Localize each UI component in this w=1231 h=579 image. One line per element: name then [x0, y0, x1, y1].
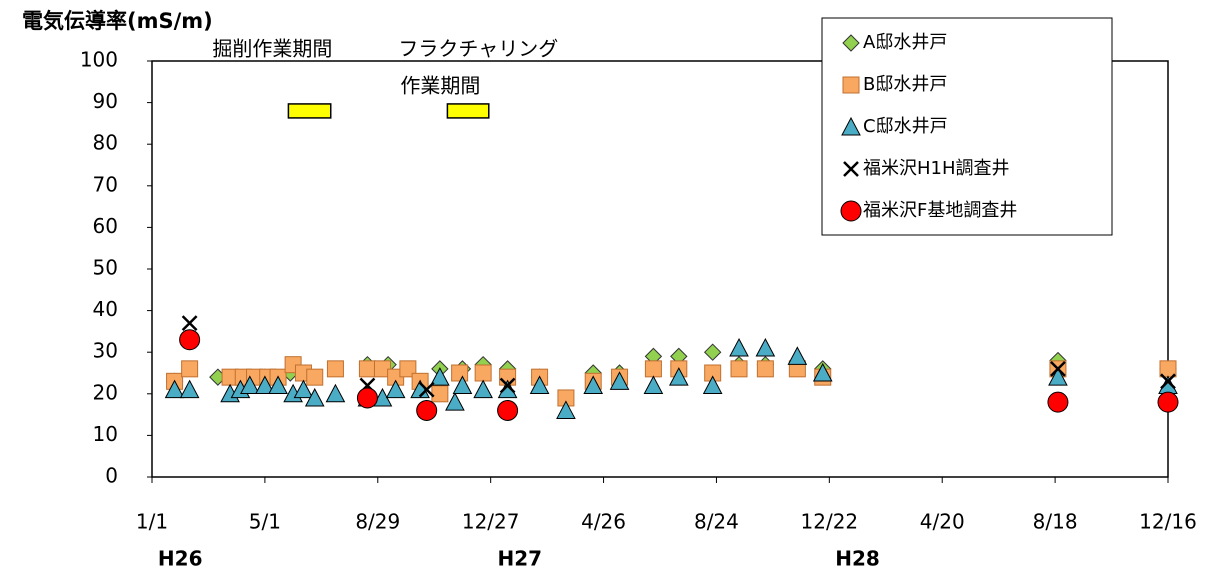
triangle-marker [702, 375, 723, 394]
x-tick-label: 4/26 [581, 510, 626, 534]
circle-marker [416, 399, 438, 421]
x-tick-label: 8/18 [1033, 510, 1078, 534]
triangle-marker [293, 379, 314, 399]
triangle-marker [179, 379, 200, 399]
y-tick-label: 80 [93, 131, 118, 155]
legend-marker [843, 161, 859, 177]
circle-marker [1047, 391, 1069, 413]
square-marker [358, 360, 376, 378]
x-tick-label: 5/1 [249, 510, 281, 534]
x-marker [418, 381, 435, 398]
x-marker [499, 377, 516, 394]
triangle-marker [1048, 367, 1068, 386]
y-tick-label: 60 [93, 214, 118, 238]
era-label: H28 [835, 547, 880, 571]
triangle-marker [445, 392, 465, 411]
x-tick-label: 4/20 [920, 510, 965, 534]
y-tick-label: 20 [93, 380, 118, 404]
triangle-marker [452, 375, 473, 394]
triangle-marker [729, 337, 749, 357]
y-tick-label: 40 [93, 297, 118, 321]
square-marker [326, 360, 344, 378]
legend-marker [841, 116, 861, 136]
legend-label: C邸水井戸 [863, 116, 948, 137]
legend-marker [842, 76, 860, 94]
legend-label: A邸水井戸 [863, 32, 947, 53]
x-marker [1160, 373, 1176, 390]
x-marker [181, 315, 198, 331]
square-marker [474, 364, 492, 382]
triangle-marker [609, 371, 630, 390]
x-tick-label: 8/24 [694, 510, 739, 534]
triangle-marker [643, 375, 664, 394]
circle-marker [179, 329, 201, 351]
x-tick-label: 8/29 [355, 510, 400, 534]
triangle-marker [556, 400, 576, 419]
legend-label: 福米沢H1H調査井 [863, 158, 1010, 179]
period-label: フラクチャリング [398, 37, 558, 61]
legend-label: B邸水井戸 [863, 74, 947, 95]
triangle-marker [755, 337, 776, 357]
y-tick-label: 50 [93, 256, 118, 280]
y-tick-label: 100 [80, 48, 118, 72]
triangle-marker [1158, 375, 1178, 394]
y-tick-label: 90 [93, 89, 118, 113]
triangle-marker [529, 375, 550, 394]
triangle-marker [325, 383, 346, 403]
triangle-marker [268, 375, 288, 394]
legend-marker [840, 200, 862, 222]
diamond-marker [703, 343, 722, 361]
triangle-marker [430, 367, 450, 386]
work-period [446, 103, 490, 119]
triangle-marker [385, 379, 406, 399]
circle-marker [1157, 391, 1179, 413]
square-marker [181, 360, 199, 378]
era-label: H27 [498, 547, 543, 571]
y-tick-label: 70 [93, 172, 118, 196]
square-marker [306, 368, 324, 386]
circle-marker [497, 399, 519, 421]
legend-box [821, 17, 1113, 236]
triangle-marker [668, 367, 689, 386]
work-period [287, 103, 332, 119]
x-marker [1050, 360, 1066, 377]
chart-title: 電気伝導率(mS/m) [22, 9, 213, 33]
period-label: 作業期間 [400, 74, 480, 98]
x-tick-label: 1/1 [136, 510, 168, 534]
circle-marker [356, 387, 378, 409]
square-marker [730, 360, 748, 378]
triangle-marker [240, 375, 260, 394]
square-marker [756, 360, 774, 378]
triangle-marker [583, 375, 604, 394]
square-marker [451, 364, 469, 382]
triangle-marker [473, 379, 493, 399]
y-tick-label: 30 [93, 339, 118, 363]
triangle-marker [304, 387, 325, 407]
x-tick-label: 12/16 [1139, 510, 1197, 534]
triangle-marker [812, 362, 833, 382]
x-tick-label: 12/27 [462, 510, 520, 534]
legend-label: 福米沢F基地調査井 [863, 200, 1017, 221]
y-tick-label: 10 [93, 422, 118, 446]
x-tick-label: 12/22 [801, 510, 859, 534]
legend-marker [842, 34, 860, 52]
y-tick-label: 0 [105, 464, 118, 488]
square-marker [431, 385, 449, 403]
square-marker [644, 360, 662, 378]
era-label: H26 [158, 547, 203, 571]
triangle-marker [255, 375, 275, 394]
triangle-marker [164, 379, 185, 399]
period-label: 掘削作業期間 [212, 37, 332, 61]
triangle-marker [787, 346, 808, 365]
